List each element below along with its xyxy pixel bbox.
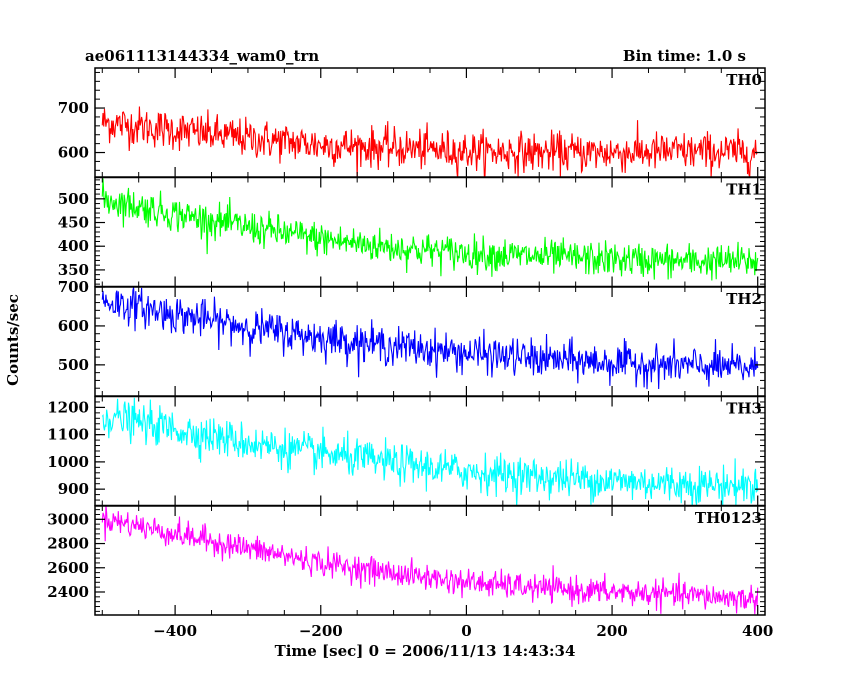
y-tick-label: 450 <box>58 214 89 232</box>
x-tick-label: −400 <box>153 622 197 640</box>
panel-label: TH2 <box>726 290 762 308</box>
x-tick-label: −200 <box>299 622 343 640</box>
panel-frame <box>94 67 766 178</box>
chart-title: ae061113144334_wam0_trn <box>85 47 319 65</box>
y-tick-label: 1100 <box>47 426 89 444</box>
bin-time-label: Bin time: 1.0 s <box>623 47 746 65</box>
y-tick-label: 700 <box>58 278 89 296</box>
panel-label: TH0123 <box>695 509 762 527</box>
panel-label: TH3 <box>726 400 762 418</box>
y-tick-label: 600 <box>58 317 89 335</box>
series-line-th3 <box>101 397 759 506</box>
panel-label: TH1 <box>726 181 762 199</box>
y-axis-label: Counts/sec <box>4 294 22 386</box>
panel-th2: 500 600 700 TH2 <box>58 278 766 397</box>
panels-group: 600 700 TH0 350 400 450 500 TH1 500 600 700 TH2 900 1… <box>47 67 773 640</box>
series-line-th0 <box>101 106 759 177</box>
y-tick-label: 3000 <box>47 510 89 528</box>
y-tick-label: 700 <box>58 99 89 117</box>
series-line-th1 <box>101 178 759 281</box>
x-axis-label: Time [sec] 0 = 2006/11/13 14:43:34 <box>275 642 576 660</box>
y-tick-label: 500 <box>58 356 89 374</box>
y-tick-label: 500 <box>58 190 89 208</box>
x-tick-label: 0 <box>461 622 471 640</box>
y-tick-label: 350 <box>58 261 89 279</box>
y-tick-label: 1200 <box>47 398 89 416</box>
panel-label: TH0 <box>726 71 762 89</box>
panel-th0: 600 700 TH0 <box>58 67 766 178</box>
y-tick-label: 2800 <box>47 535 89 553</box>
y-tick-label: 1000 <box>47 453 89 471</box>
panel-th3: 900 1000 1100 1200 TH3 <box>47 395 766 507</box>
panel-frame <box>94 505 766 616</box>
y-tick-label: 400 <box>58 237 89 255</box>
panel-th1: 350 400 450 500 TH1 <box>58 176 766 288</box>
panel-th0123: 2400 2600 2800 3000 TH0123 <box>47 505 766 616</box>
x-tick-label: 400 <box>742 622 773 640</box>
panel-frame <box>94 176 766 288</box>
y-tick-label: 600 <box>58 144 89 162</box>
x-tick-label: 200 <box>596 622 627 640</box>
series-line-th0123 <box>101 506 759 615</box>
y-tick-label: 2600 <box>47 559 89 577</box>
y-tick-label: 2400 <box>47 583 89 601</box>
y-tick-label: 900 <box>58 480 89 498</box>
series-line-th2 <box>101 287 759 390</box>
